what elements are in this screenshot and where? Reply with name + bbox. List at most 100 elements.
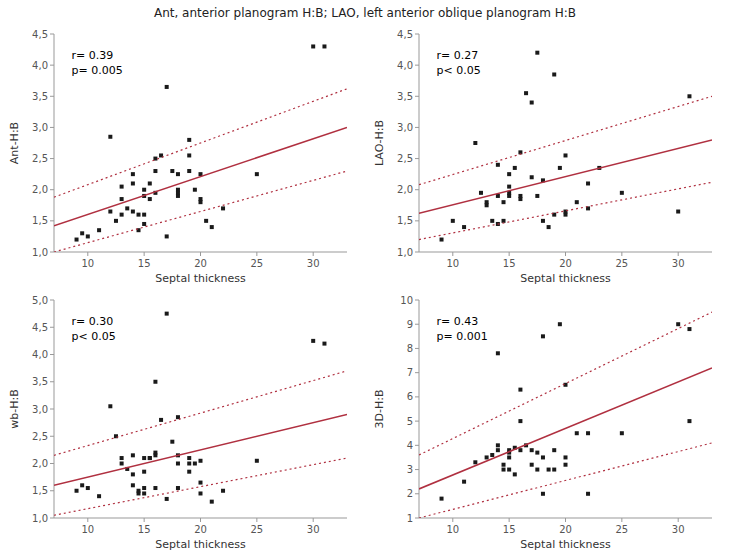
scatter-point [131, 210, 135, 214]
y-tick [50, 65, 54, 66]
y-tick-label: 4,5 [32, 322, 48, 333]
x-axis-label: Septal thickness [155, 538, 246, 551]
scatter-point [108, 135, 112, 139]
scatter-point [620, 191, 624, 195]
y-tick-label: 2,5 [32, 431, 48, 442]
y-tick [415, 396, 419, 397]
scatter-point [479, 191, 483, 195]
scatter-point [676, 210, 680, 214]
scatter-point [535, 51, 539, 55]
x-tick-label: 10 [81, 258, 94, 269]
y-tick [50, 34, 54, 35]
y-tick-label: 4,5 [397, 29, 413, 40]
scatter-point [311, 339, 315, 343]
y-tick [415, 220, 419, 221]
scatter-point [586, 492, 590, 496]
y-tick [50, 158, 54, 159]
plot-area [419, 51, 712, 242]
x-tick-label: 20 [194, 524, 207, 535]
scatter-point [187, 138, 191, 142]
confidence-line [54, 171, 347, 252]
y-tick-label: 1,5 [32, 485, 48, 496]
scatter-point [564, 463, 568, 467]
y-tick-label: 2,0 [397, 184, 413, 195]
plot-area [54, 312, 347, 516]
x-tick-label: 25 [615, 524, 628, 535]
y-tick-label: 2 [407, 488, 413, 499]
scatter-point [496, 448, 500, 452]
scatter-point [86, 486, 90, 490]
scatter-point [176, 191, 180, 195]
x-tick [87, 252, 88, 256]
y-tick [50, 127, 54, 128]
annotation: r= 0.30 [72, 315, 114, 328]
scatter-point [255, 172, 259, 176]
scatter-point [507, 172, 511, 176]
x-tick [452, 518, 453, 522]
y-tick-label: 1,0 [32, 513, 48, 524]
y-tick-label: 4,0 [397, 60, 413, 71]
y-tick-label: 2,5 [32, 153, 48, 164]
scatter-point [148, 456, 152, 460]
x-tick-label: 15 [503, 524, 516, 535]
scatter-point [148, 197, 152, 201]
y-tick-label: 1 [407, 513, 413, 524]
scatter-point [131, 453, 135, 457]
scatter-point [153, 380, 157, 384]
y-axis-line [54, 34, 55, 252]
scatter-point [473, 141, 477, 145]
y-tick [50, 252, 54, 253]
scatter-point [496, 163, 500, 167]
confidence-line [419, 312, 712, 455]
scatter-point [221, 489, 225, 493]
x-tick-label: 10 [446, 524, 459, 535]
scatter-point [586, 431, 590, 435]
scatter-point [142, 486, 146, 490]
y-axis-line [419, 34, 420, 252]
plot-area [419, 312, 712, 518]
scatter-point [530, 448, 534, 452]
y-tick-label: 5 [407, 416, 413, 427]
y-axis-label: 3D-H:B [373, 390, 386, 429]
x-tick [621, 518, 622, 522]
confidence-line [54, 371, 347, 455]
scatter-point [586, 181, 590, 185]
scatter-point [676, 322, 680, 326]
y-tick [415, 348, 419, 349]
y-tick-label: 1,0 [32, 247, 48, 258]
scatter-point [575, 431, 579, 435]
scatter-point [530, 175, 534, 179]
scatter-point [142, 222, 146, 226]
scatter-point [187, 462, 191, 466]
scatter-point [120, 185, 124, 189]
y-tick-label: 4,0 [32, 349, 48, 360]
scatter-point [620, 431, 624, 435]
scatter-point [575, 200, 579, 204]
scatter-point [120, 213, 124, 217]
x-axis-label: Septal thickness [520, 538, 611, 551]
x-tick-label: 10 [446, 258, 459, 269]
annotation: p= 0.001 [437, 330, 488, 343]
y-axis-label: Ant-H:B [8, 122, 21, 164]
scatter-point [193, 462, 197, 466]
scatter-point [125, 206, 129, 210]
x-tick-label: 25 [615, 258, 628, 269]
scatter-point [518, 197, 522, 201]
scatter-point [462, 225, 466, 229]
y-tick-label: 2,0 [32, 184, 48, 195]
scatter-point [108, 404, 112, 408]
scatter-point [176, 172, 180, 176]
scatter-point [210, 225, 214, 229]
regression-line [54, 414, 347, 485]
scatter-point [541, 492, 545, 496]
y-tick [415, 252, 419, 253]
y-tick-label: 9 [407, 319, 413, 330]
scatter-point [120, 197, 124, 201]
scatter-point [153, 169, 157, 173]
y-tick-label: 6 [407, 391, 413, 402]
scatter-point [462, 480, 466, 484]
scatter-point [535, 194, 539, 198]
y-tick [415, 127, 419, 128]
scatter-point [485, 455, 489, 459]
scatter-point [165, 312, 169, 316]
